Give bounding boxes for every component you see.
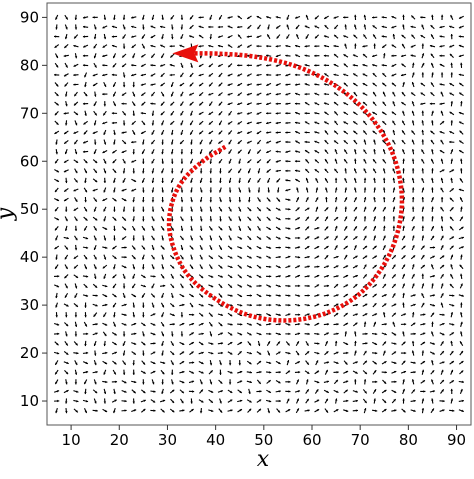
y-tick-label: 50 (20, 200, 39, 218)
y-tick-label: 80 (20, 56, 39, 74)
y-tick-label: 20 (20, 344, 39, 362)
x-tick-label: 10 (62, 431, 81, 449)
y-tick-label: 70 (20, 104, 39, 122)
x-tick-label: 70 (351, 431, 370, 449)
x-tick-label: 20 (110, 431, 129, 449)
x-tick-label: 40 (206, 431, 225, 449)
x-axis-label: x (257, 447, 270, 472)
y-tick-label: 40 (20, 248, 39, 266)
x-tick-label: 80 (399, 431, 418, 449)
y-tick-label: 30 (20, 296, 39, 314)
y-tick-label: 90 (20, 8, 39, 26)
y-tick-label: 60 (20, 152, 39, 170)
y-tick-label: 10 (20, 392, 39, 410)
y-axis-label: y (0, 207, 18, 221)
x-tick-label: 60 (302, 431, 321, 449)
x-tick-label: 30 (158, 431, 177, 449)
y-axis-ticks: 10 20 30 40 50 60 70 80 90 (20, 8, 47, 410)
x-tick-label: 90 (447, 431, 466, 449)
